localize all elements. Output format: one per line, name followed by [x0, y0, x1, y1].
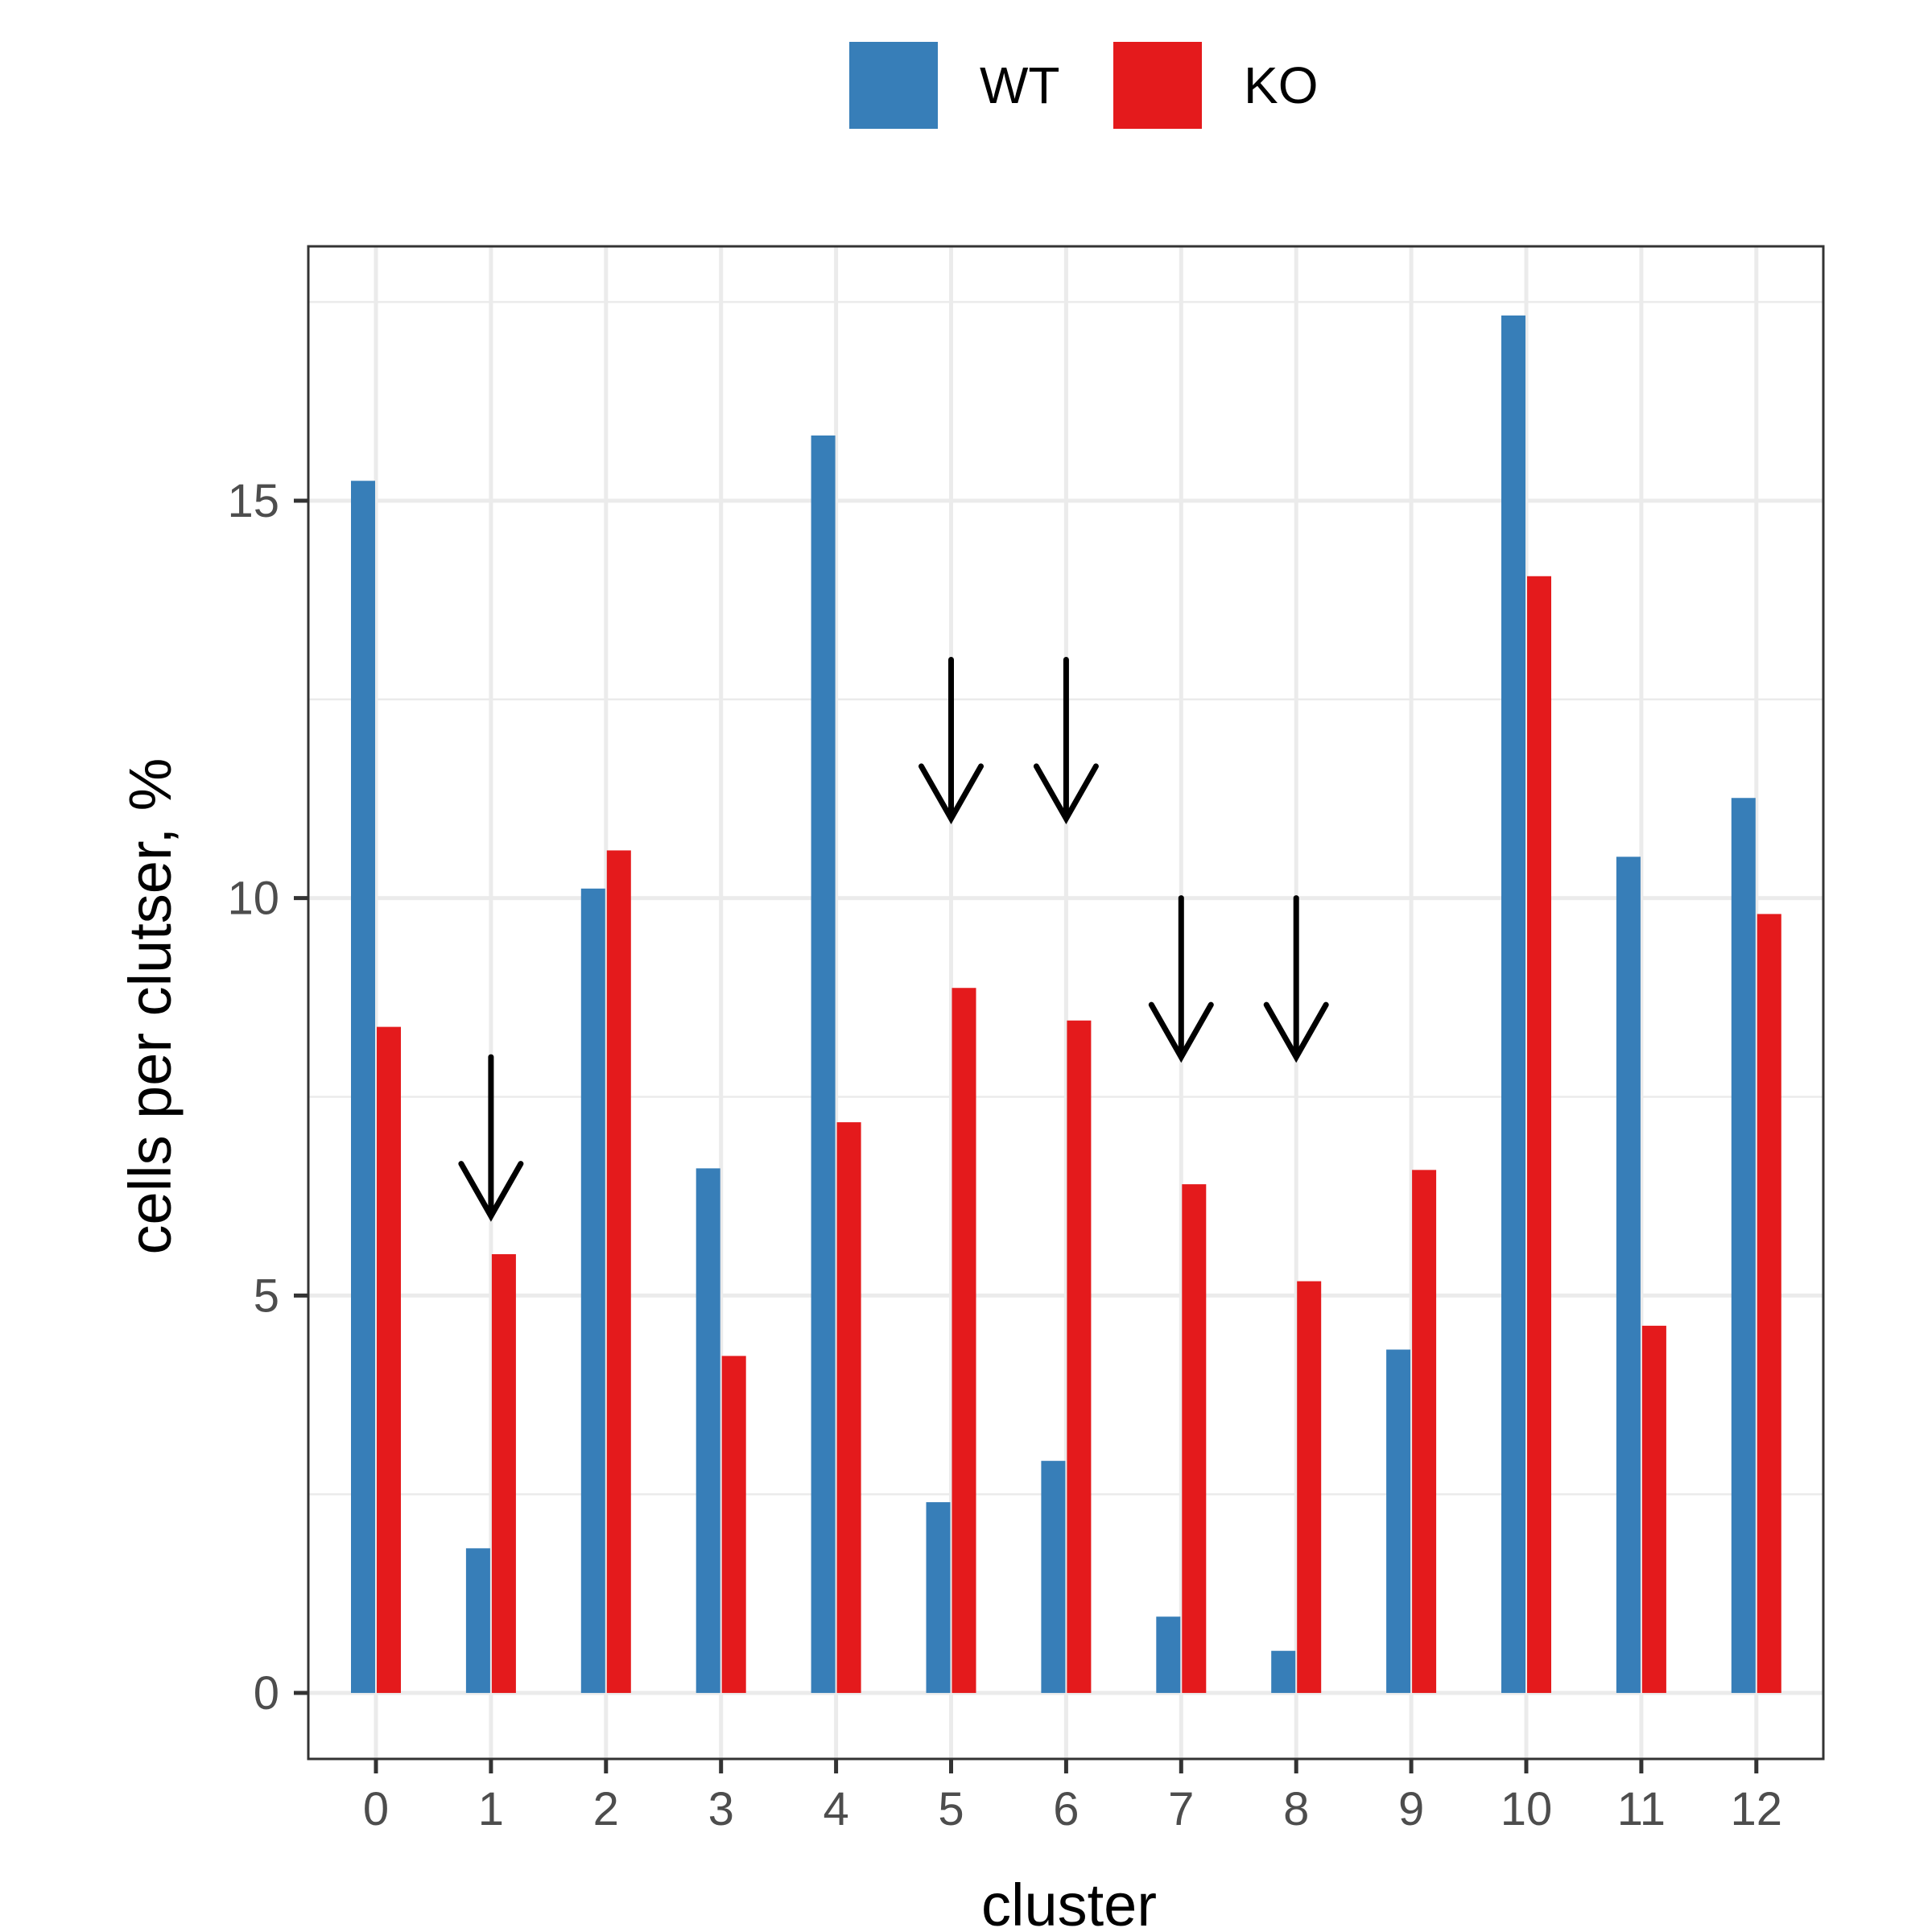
- plot-panel: [308, 246, 1823, 1759]
- x-tick-label: 7: [1168, 1783, 1194, 1835]
- arrow-head: [1148, 1001, 1214, 1063]
- x-tick-label: 6: [1053, 1783, 1079, 1835]
- x-tick-label: 2: [593, 1783, 619, 1835]
- bar-wt-cluster-10: [1501, 315, 1525, 1694]
- bar-wt-cluster-8: [1271, 1650, 1296, 1694]
- bar-wt-cluster-7: [1156, 1616, 1181, 1694]
- arrow-head: [919, 763, 984, 824]
- bar-wt-cluster-1: [465, 1548, 490, 1694]
- arrow-cluster-7: [1148, 895, 1214, 1063]
- annotation-arrows: [458, 656, 1329, 1222]
- legend-item-wt: WT: [849, 42, 1060, 129]
- arrow-cluster-6: [1033, 656, 1099, 824]
- x-tick-label: 4: [823, 1783, 848, 1835]
- arrow-head: [458, 1161, 524, 1222]
- x-tick-label: 5: [938, 1783, 964, 1835]
- y-tick-label: 0: [254, 1667, 279, 1719]
- bar-wt-cluster-11: [1616, 857, 1641, 1694]
- y-tick-label: 5: [254, 1269, 279, 1322]
- x-tick-label: 12: [1731, 1783, 1783, 1835]
- bar-ko-cluster-4: [836, 1122, 861, 1694]
- x-tick-label: 9: [1398, 1783, 1424, 1835]
- bar-ko-cluster-2: [606, 850, 631, 1694]
- bar-wt-cluster-12: [1731, 798, 1756, 1694]
- legend-key-wt: [849, 42, 938, 129]
- bar-ko-cluster-0: [377, 1026, 401, 1694]
- x-tick-label: 0: [363, 1783, 389, 1835]
- x-tick-label: 10: [1501, 1783, 1553, 1835]
- arrow-cluster-1: [458, 1054, 524, 1222]
- x-tick-label: 8: [1283, 1783, 1309, 1835]
- bar-ko-cluster-5: [952, 988, 976, 1694]
- x-tick-label: 3: [708, 1783, 734, 1835]
- bar-wt-cluster-2: [580, 888, 605, 1694]
- legend-key-ko: [1113, 42, 1202, 129]
- bar-wt-cluster-0: [351, 481, 375, 1694]
- bar-ko-cluster-11: [1641, 1325, 1666, 1694]
- bar-ko-cluster-1: [491, 1254, 516, 1694]
- y-axis-title: cells per clutser, %: [117, 758, 184, 1255]
- bar-ko-cluster-12: [1757, 914, 1781, 1694]
- legend: WT KO: [849, 42, 1318, 129]
- bar-wt-cluster-5: [926, 1502, 951, 1694]
- bar-ko-cluster-6: [1067, 1020, 1092, 1694]
- bar-ko-cluster-3: [721, 1356, 746, 1694]
- legend-label-ko: KO: [1244, 56, 1318, 114]
- bar-wt-cluster-9: [1386, 1349, 1411, 1694]
- arrow-cluster-5: [919, 656, 984, 824]
- arrow-cluster-8: [1263, 895, 1329, 1063]
- bars: [351, 315, 1781, 1694]
- bar-ko-cluster-8: [1297, 1281, 1322, 1694]
- bar-ko-cluster-7: [1182, 1184, 1207, 1694]
- bar-ko-cluster-10: [1527, 576, 1551, 1694]
- x-tick-label: 1: [478, 1783, 504, 1835]
- arrow-head: [1263, 1001, 1329, 1063]
- bar-ko-cluster-9: [1412, 1170, 1437, 1694]
- y-tick-label: 10: [227, 873, 279, 925]
- y-tick-label: 15: [227, 475, 279, 527]
- arrow-head: [1033, 763, 1099, 824]
- x-tick-label: 11: [1617, 1783, 1666, 1835]
- x-axis-title: cluster: [981, 1872, 1157, 1932]
- bar-wt-cluster-3: [696, 1168, 720, 1694]
- bar-wt-cluster-6: [1041, 1460, 1066, 1694]
- legend-label-wt: WT: [980, 56, 1060, 114]
- legend-item-ko: KO: [1113, 42, 1318, 129]
- bar-wt-cluster-4: [811, 435, 836, 1694]
